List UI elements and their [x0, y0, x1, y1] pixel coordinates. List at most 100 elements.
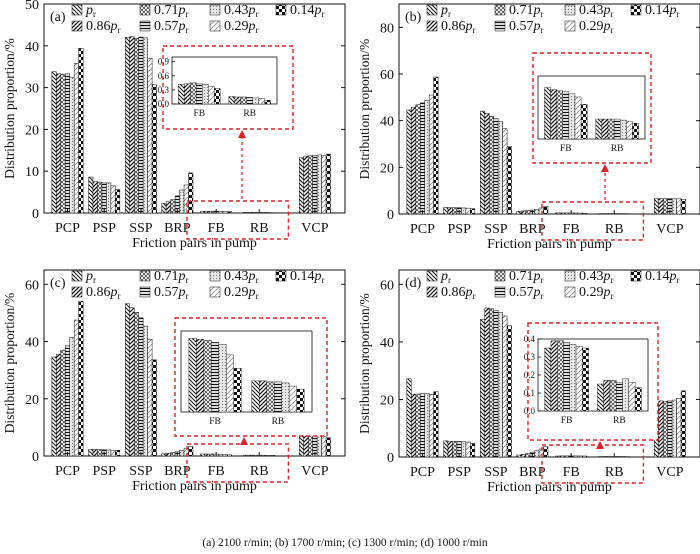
bar: [424, 393, 430, 458]
bar: [480, 319, 485, 458]
inset-bar: [632, 123, 639, 140]
bar: [142, 37, 148, 214]
inset-bar: [550, 340, 558, 412]
bar: [165, 452, 171, 457]
bar: [316, 435, 322, 457]
legend-base: p: [533, 269, 541, 284]
inset-bar: [616, 381, 623, 412]
inset-y-tick-label: 0.6: [158, 71, 170, 81]
inset-y-tick-label: 0.3: [158, 85, 170, 95]
bar: [265, 212, 271, 214]
bar: [133, 38, 139, 214]
inset-y-tick-label: 0.4: [524, 334, 536, 344]
legend-coef: 0.29: [224, 285, 249, 300]
legend-base: p: [603, 269, 611, 284]
legend-base: p: [110, 19, 118, 34]
bar: [658, 198, 664, 215]
bar: [447, 440, 453, 458]
bar: [227, 211, 233, 214]
bar: [543, 446, 549, 458]
bar: [247, 454, 253, 457]
legend-base: p: [178, 3, 186, 18]
bar: [520, 210, 526, 215]
bar: [261, 212, 267, 214]
y-tick-label: 60: [380, 278, 394, 293]
zoom-arrow-head: [238, 130, 246, 138]
bar: [142, 325, 148, 457]
legend-base: p: [85, 269, 93, 284]
bar: [97, 181, 103, 214]
inset-bar: [622, 378, 630, 412]
bar: [419, 393, 425, 458]
inset-frame: [537, 75, 646, 140]
bar: [470, 208, 476, 215]
inset-bar: [184, 83, 191, 105]
bar: [465, 441, 471, 458]
bar: [222, 454, 228, 457]
inset-bar: [252, 97, 259, 105]
bar: [406, 378, 412, 458]
legend-sub: r: [93, 275, 96, 285]
legend-coef: 0.29: [579, 19, 604, 34]
bar: [525, 210, 531, 215]
inset-bar: [544, 87, 551, 140]
bar: [138, 36, 144, 214]
legend-swatch: [139, 4, 151, 16]
x-tick-label: RB: [605, 222, 624, 237]
bar: [151, 359, 157, 457]
y-tick-label: 0: [32, 450, 39, 465]
bar: [534, 209, 540, 215]
legend-swatch: [139, 20, 151, 32]
x-tick-label: SSP: [129, 221, 153, 236]
bar: [151, 84, 157, 214]
legend-sub: r: [118, 291, 121, 301]
legend-coef: 0.14: [645, 269, 670, 284]
bar: [484, 307, 490, 458]
inset-bar: [597, 383, 604, 412]
inset-bar: [196, 83, 203, 105]
inset-bar: [609, 380, 617, 412]
legend-label: 0.14pr: [645, 3, 680, 19]
y-tick-label: 50: [25, 0, 39, 13]
x-tick-label: BRP: [164, 221, 191, 236]
legend-base: p: [603, 19, 611, 34]
inset-bar: [575, 345, 583, 412]
y-tick-label: 0: [387, 208, 394, 223]
bar: [506, 146, 512, 215]
legend-swatch: [209, 20, 221, 32]
inset-bar: [607, 118, 615, 140]
bar: [502, 128, 508, 215]
legend-base: p: [248, 3, 256, 18]
inset-bar: [562, 91, 570, 140]
inset-x-tick-label: RB: [613, 416, 626, 426]
bar: [299, 433, 304, 457]
bar: [161, 203, 167, 214]
inset-bar: [550, 89, 557, 140]
bar: [573, 212, 579, 215]
x-tick-label: PCP: [55, 221, 80, 236]
x-tick-label: BRP: [519, 222, 546, 237]
legend-base: p: [178, 19, 186, 34]
legend-swatch: [564, 20, 576, 32]
legend-swatch: [275, 4, 287, 16]
bar: [577, 212, 583, 215]
highlight-box: [186, 200, 290, 240]
x-tick-label: RB: [605, 465, 624, 480]
inset-bar: [556, 340, 564, 412]
y-axis-label: Distribution proportion/%: [357, 39, 372, 180]
bar: [461, 207, 467, 215]
inset-bar: [178, 84, 185, 105]
legend-sub: r: [448, 275, 451, 285]
inset-bar: [190, 82, 197, 105]
legend-sub: r: [541, 25, 544, 35]
legend-base: p: [178, 285, 186, 300]
legend-label: 0.86pr: [86, 19, 121, 35]
y-tick-label: 20: [380, 393, 394, 408]
inset-bar: [568, 93, 576, 140]
y-tick-label: 20: [25, 123, 39, 138]
legend-label: 0.71pr: [509, 269, 544, 285]
bar: [115, 450, 121, 457]
bar: [73, 63, 79, 214]
legend-sub: r: [541, 9, 544, 19]
bar: [200, 453, 206, 457]
